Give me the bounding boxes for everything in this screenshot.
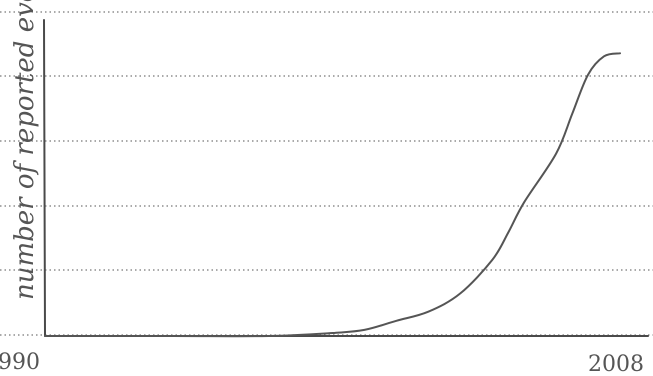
y-axis-label: number of reported events xyxy=(10,0,40,300)
x-tick-label-end: 2008 xyxy=(588,352,644,376)
y-axis xyxy=(43,19,46,337)
series-layer xyxy=(44,52,621,338)
series-line-0 xyxy=(44,52,621,338)
x-tick-label-start: 990 xyxy=(0,350,40,375)
gridlines xyxy=(0,11,653,336)
